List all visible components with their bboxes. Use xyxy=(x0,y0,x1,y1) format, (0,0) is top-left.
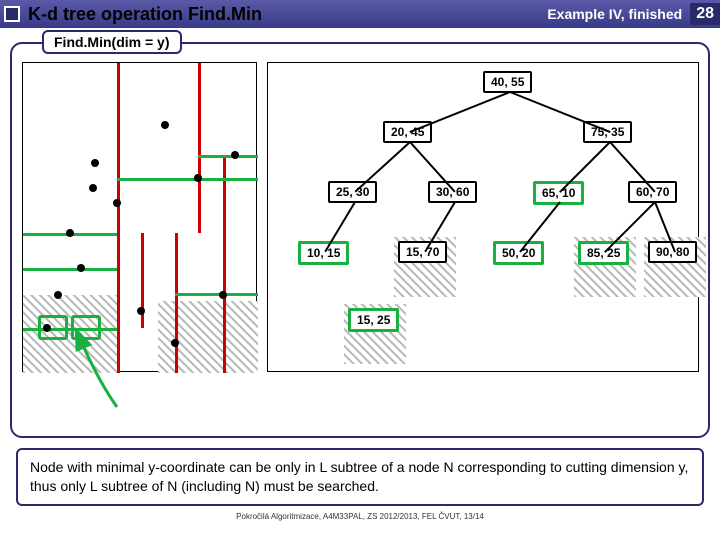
pointer-arrow xyxy=(12,44,712,444)
slide-footer: Pokročilá Algoritmizace, A4M33PAL, ZS 20… xyxy=(0,512,720,521)
slide-header: K-d tree operation Find.Min Example IV, … xyxy=(0,0,720,28)
explanation-note: Node with minimal y-coordinate can be on… xyxy=(16,448,704,506)
content-frame: Find.Min(dim = y) 40, 5520, 4575, 3525, … xyxy=(10,42,710,438)
header-bullet xyxy=(4,6,20,22)
slide-subtitle: Example IV, finished xyxy=(547,6,682,22)
slide-number: 28 xyxy=(690,3,720,25)
slide-title: K-d tree operation Find.Min xyxy=(28,4,547,25)
